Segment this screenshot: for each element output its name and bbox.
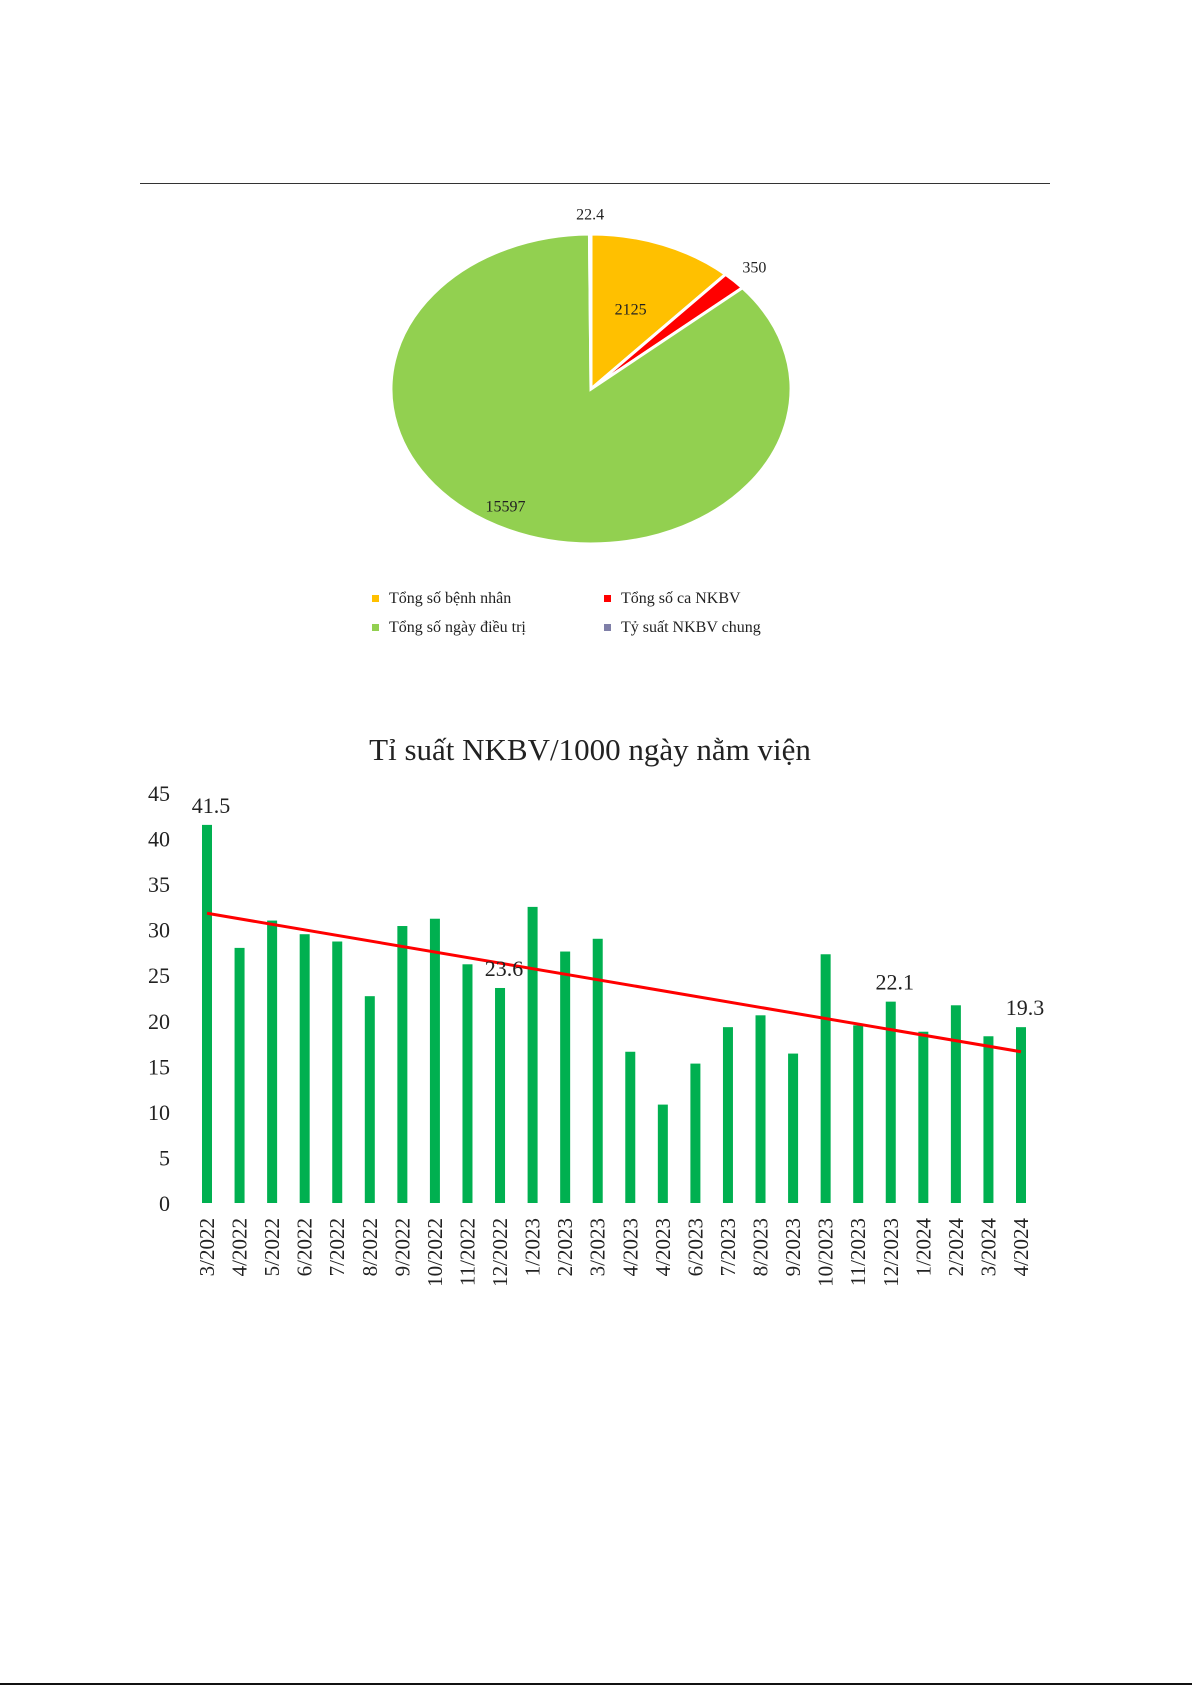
bar-data-label-0: 41.5 bbox=[192, 793, 231, 818]
bar-22 bbox=[918, 1031, 929, 1203]
y-tick-label-1: 5 bbox=[159, 1145, 170, 1170]
bar-19 bbox=[820, 954, 831, 1203]
x-tick-label-22: 1/2024 bbox=[911, 1218, 935, 1277]
x-tick-label-14: 4/2023 bbox=[651, 1218, 675, 1276]
pie-slice-3 bbox=[587, 232, 593, 390]
bar-25 bbox=[1016, 1027, 1026, 1203]
bar-20 bbox=[853, 1025, 864, 1203]
bar-11 bbox=[560, 951, 571, 1203]
bar-1 bbox=[234, 947, 245, 1203]
y-tick-label-2: 10 bbox=[148, 1100, 170, 1125]
bar-14 bbox=[657, 1104, 668, 1203]
legend-swatch-1 bbox=[604, 595, 611, 602]
bar-24 bbox=[983, 1036, 994, 1203]
bar-13 bbox=[625, 1051, 636, 1203]
pie-data-labels: 2125 350 15597 22.4 bbox=[486, 207, 767, 516]
x-tick-label-15: 6/2023 bbox=[683, 1218, 707, 1276]
x-tick-label-23: 2/2024 bbox=[944, 1218, 968, 1277]
y-tick-label-0: 0 bbox=[159, 1191, 170, 1216]
x-tick-label-4: 7/2022 bbox=[325, 1218, 349, 1276]
bar-chart-title: Tỉ suất NKBV/1000 ngày nằm viện bbox=[369, 732, 811, 767]
legend-swatch-2 bbox=[372, 624, 379, 631]
y-tick-label-3: 15 bbox=[148, 1054, 170, 1079]
x-tick-label-2: 5/2022 bbox=[260, 1218, 284, 1276]
legend-swatch-3 bbox=[604, 624, 611, 631]
legend-label-1: Tổng số ca NKBV bbox=[621, 590, 741, 607]
bar-10 bbox=[527, 906, 538, 1203]
x-tick-label-25: 4/2024 bbox=[1009, 1218, 1033, 1277]
y-tick-label-5: 25 bbox=[148, 963, 170, 988]
pie-data-label-3: 22.4 bbox=[576, 207, 604, 224]
y-tick-label-8: 40 bbox=[148, 827, 170, 852]
header-rule bbox=[140, 183, 1050, 184]
bar-8 bbox=[462, 964, 473, 1203]
x-tick-label-24: 3/2024 bbox=[976, 1218, 1000, 1277]
y-tick-label-7: 35 bbox=[148, 872, 170, 897]
footer-rule bbox=[0, 1683, 1192, 1685]
pie-data-label-1: 350 bbox=[742, 259, 766, 276]
x-tick-label-1: 4/2022 bbox=[228, 1218, 252, 1276]
bar-9 bbox=[495, 987, 506, 1203]
x-tick-label-3: 6/2022 bbox=[293, 1218, 317, 1276]
trendline bbox=[206, 911, 1022, 1054]
legend-label-0: Tổng số bệnh nhân bbox=[389, 590, 511, 607]
bar-chart: Tỉ suất NKBV/1000 ngày nằm viện 0 5 10 15 20… bbox=[148, 732, 1045, 1287]
bar-6 bbox=[397, 926, 408, 1203]
y-axis: 0 5 10 15 20 25 30 35 40 45 bbox=[148, 781, 170, 1216]
y-tick-label-4: 20 bbox=[148, 1009, 170, 1034]
bar-data-labels: 41.5 23.6 22.1 19.3 bbox=[192, 793, 1045, 1020]
bar-4 bbox=[332, 941, 343, 1203]
x-tick-label-16: 7/2023 bbox=[716, 1218, 740, 1276]
bar-15 bbox=[690, 1063, 701, 1203]
bar-12 bbox=[592, 938, 603, 1203]
x-tick-label-10: 1/2023 bbox=[521, 1218, 545, 1276]
pie-data-label-0: 2125 bbox=[615, 301, 647, 318]
x-tick-label-19: 10/2023 bbox=[814, 1218, 838, 1287]
x-tick-label-6: 9/2022 bbox=[390, 1218, 414, 1276]
bar-0 bbox=[202, 824, 212, 1203]
bar-16 bbox=[722, 1027, 733, 1203]
bar-18 bbox=[788, 1053, 799, 1203]
x-tick-label-5: 8/2022 bbox=[358, 1218, 382, 1276]
bar-21 bbox=[885, 1001, 896, 1203]
bar-7 bbox=[429, 918, 440, 1203]
legend-label-3: Tỷ suất NKBV chung bbox=[621, 619, 761, 636]
pie-legend: Tổng số bệnh nhân Tổng số ca NKBV Tổng số … bbox=[372, 590, 761, 636]
x-tick-label-18: 9/2023 bbox=[781, 1218, 805, 1276]
pie-data-label-2: 15597 bbox=[486, 499, 526, 516]
bar-2 bbox=[267, 920, 278, 1203]
y-tick-label-6: 30 bbox=[148, 918, 170, 943]
x-tick-label-11: 2/2023 bbox=[553, 1218, 577, 1276]
legend-label-2: Tổng số ngày điều trị bbox=[389, 619, 526, 636]
legend-swatch-0 bbox=[372, 595, 379, 602]
x-tick-label-13: 4/2023 bbox=[618, 1218, 642, 1276]
x-tick-label-7: 10/2022 bbox=[423, 1218, 447, 1287]
x-tick-label-20: 11/2023 bbox=[846, 1218, 870, 1286]
x-axis: 3/2022 4/2022 5/2022 6/2022 7/2022 8/2022 9/20… bbox=[195, 1218, 1033, 1287]
y-tick-label-9: 45 bbox=[148, 781, 170, 806]
trendline-line bbox=[206, 911, 1022, 1054]
pie-slice-0 bbox=[589, 232, 728, 393]
x-tick-label-12: 3/2023 bbox=[586, 1218, 610, 1276]
bar-23 bbox=[950, 1005, 961, 1203]
x-tick-label-8: 11/2022 bbox=[455, 1218, 479, 1286]
pie-slices bbox=[389, 232, 793, 546]
x-tick-label-21: 12/2023 bbox=[879, 1218, 903, 1287]
bar-5 bbox=[364, 996, 375, 1203]
bar-data-label-2: 22.1 bbox=[876, 970, 915, 995]
bar-data-label-1: 23.6 bbox=[485, 956, 524, 981]
bar-3 bbox=[299, 934, 310, 1203]
bars bbox=[202, 824, 1026, 1203]
x-tick-label-17: 8/2023 bbox=[749, 1218, 773, 1276]
bar-data-label-3: 19.3 bbox=[1006, 995, 1045, 1020]
x-tick-label-0: 3/2022 bbox=[195, 1218, 219, 1276]
bar-17 bbox=[755, 1015, 766, 1203]
x-tick-label-9: 12/2022 bbox=[488, 1218, 512, 1287]
